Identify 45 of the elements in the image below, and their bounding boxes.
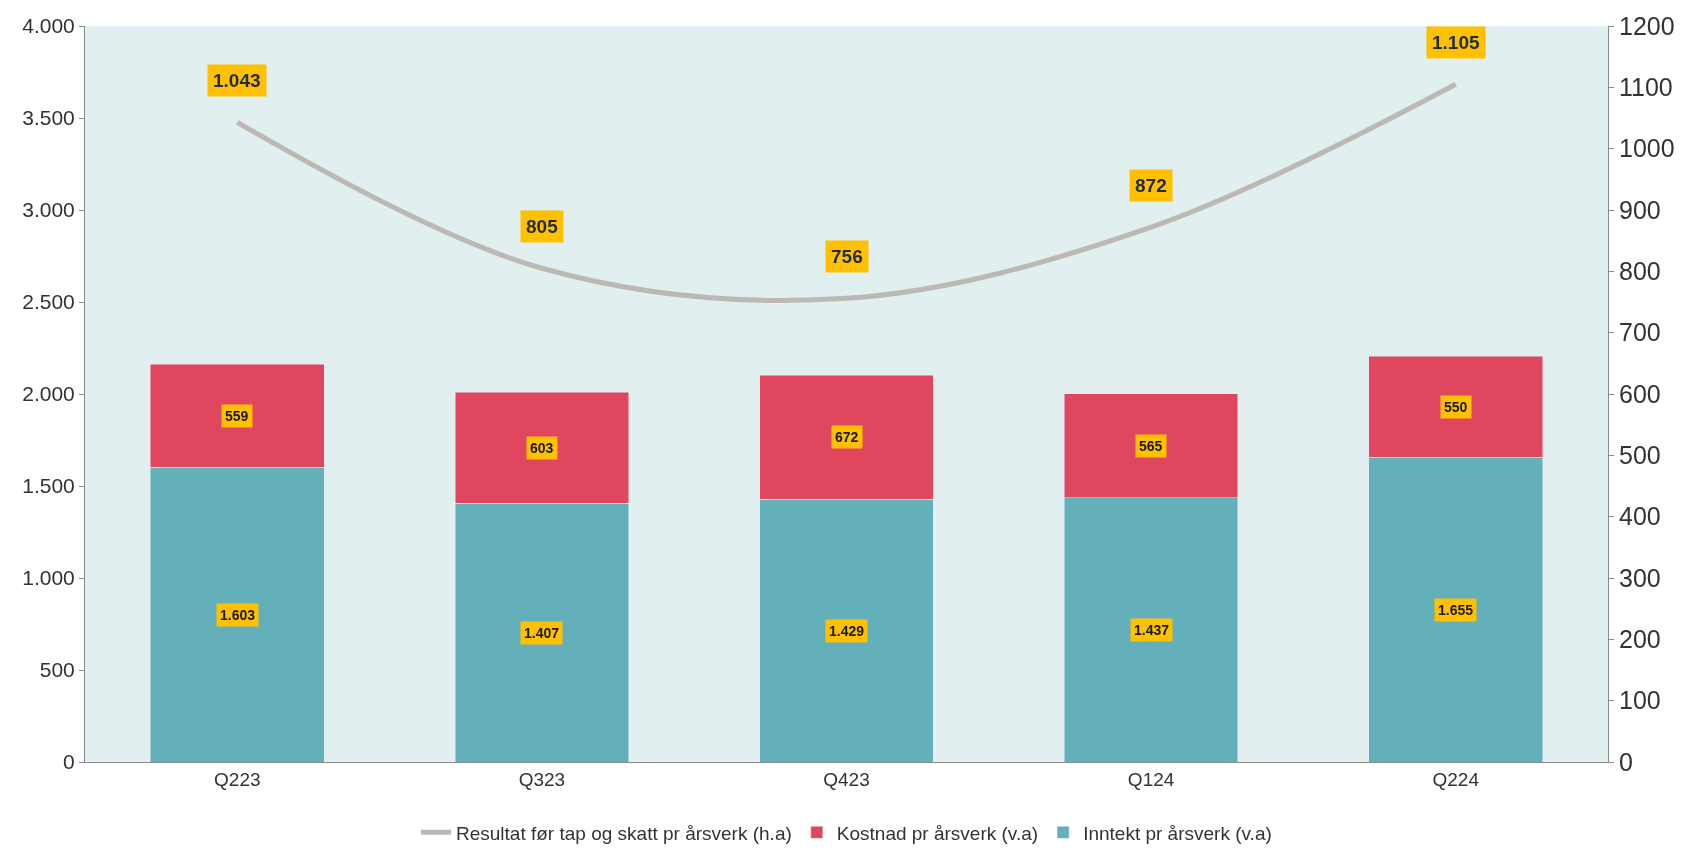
- y2-tick-label: 400: [1619, 502, 1661, 531]
- y2-tick-label: 300: [1619, 563, 1661, 592]
- data-label: 1.407: [524, 625, 560, 641]
- data-label: 805: [526, 216, 559, 237]
- y-tick-label: 3.000: [22, 198, 75, 222]
- y-tick-label: 1.000: [22, 566, 75, 590]
- data-label: 550: [1444, 399, 1468, 415]
- y2-tick-label: 700: [1619, 318, 1661, 347]
- x-tick-label: Q124: [1127, 768, 1175, 790]
- y2-tick-label: 200: [1619, 625, 1661, 654]
- y-tick-label: 2.500: [22, 290, 75, 314]
- data-label: 1.429: [829, 623, 865, 639]
- data-label: 1.655: [1438, 602, 1474, 618]
- data-label: 603: [530, 440, 554, 456]
- y2-tick-label: 1200: [1619, 11, 1675, 40]
- y2-tick-label: 800: [1619, 257, 1661, 286]
- x-tick-label: Q423: [823, 768, 870, 790]
- data-label: 1.105: [1432, 32, 1480, 53]
- x-tick-label: Q323: [518, 768, 566, 790]
- data-label: 872: [1135, 175, 1167, 196]
- y2-tick-label: 100: [1619, 686, 1661, 715]
- y2-tick-label: 500: [1619, 441, 1661, 470]
- x-tick-label: Q224: [1432, 768, 1480, 790]
- y2-tick-label: 1100: [1619, 73, 1673, 102]
- legend-label: Inntekt pr årsverk (v.a): [1083, 822, 1272, 844]
- legend-label: Kostnad pr årsverk (v.a): [836, 822, 1039, 844]
- y2-tick-label: 900: [1619, 195, 1661, 224]
- y-tick-label: 2.000: [22, 382, 75, 406]
- data-label: 559: [225, 408, 249, 424]
- data-label: 565: [1139, 438, 1163, 454]
- x-tick-label: Q223: [214, 768, 261, 790]
- y2-tick-label: 1000: [1619, 134, 1675, 163]
- y-tick-label: 1.500: [22, 474, 75, 498]
- data-label: 1.043: [213, 70, 261, 91]
- data-label: 1.437: [1134, 622, 1170, 638]
- y2-tick-label: 600: [1619, 379, 1661, 408]
- y-tick-label: 0: [63, 750, 75, 774]
- data-label: 1.603: [220, 607, 256, 623]
- y-tick-label: 4.000: [22, 14, 75, 38]
- legend-label: Resultat før tap og skatt pr årsverk (h.a): [456, 822, 792, 844]
- y2-tick-label: 0: [1619, 747, 1633, 776]
- data-label: 672: [835, 429, 859, 445]
- y-tick-label: 500: [39, 658, 75, 682]
- y-tick-label: 3.500: [22, 106, 75, 130]
- data-label: 756: [831, 246, 863, 267]
